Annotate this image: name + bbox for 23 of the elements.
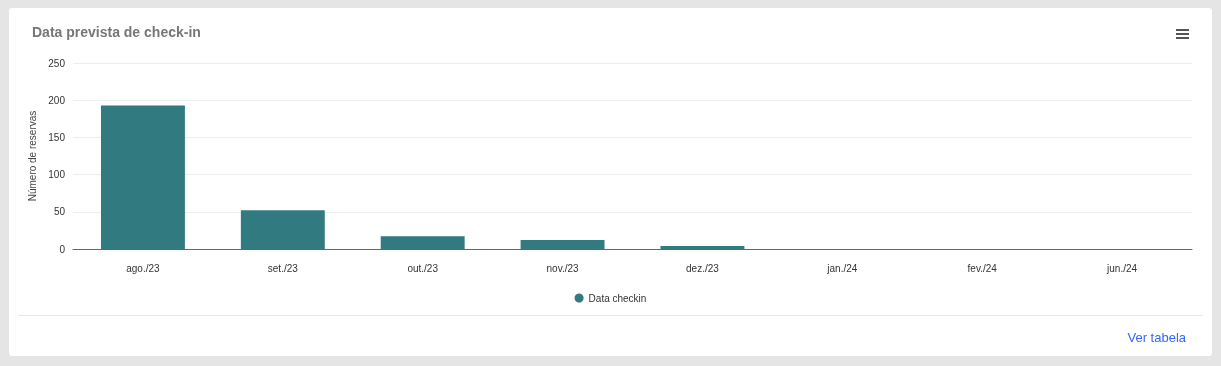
y-tick-label: 200	[48, 94, 66, 106]
x-tick-label: jan./24	[826, 262, 858, 274]
y-tick-label: 150	[48, 131, 66, 143]
bar	[100, 105, 185, 249]
text: Ver tabela	[1127, 330, 1186, 345]
y-tick-label: 100	[48, 169, 66, 181]
x-tick-label: dez./23	[686, 262, 720, 274]
x-tick-label: jun./24	[1106, 262, 1138, 274]
y-tick-label: 250	[48, 57, 66, 69]
x-tick-label: nov./23	[546, 262, 580, 274]
bar	[660, 246, 745, 249]
y-tick-label: 50	[53, 206, 66, 218]
bar	[240, 210, 325, 249]
x-tick-label: ago./23	[126, 262, 161, 274]
x-tick-label: fev./24	[967, 262, 998, 274]
bar	[520, 240, 605, 249]
x-tick-label: set./23	[267, 262, 299, 274]
legend-label: Data checkin	[588, 292, 647, 304]
y-axis-title: Número de reservas	[26, 110, 38, 202]
bar	[380, 236, 465, 249]
x-tick-label: out./23	[407, 262, 439, 274]
chart-title: Data prevista de check-in	[32, 24, 201, 40]
y-tick-label: 0	[59, 243, 66, 255]
